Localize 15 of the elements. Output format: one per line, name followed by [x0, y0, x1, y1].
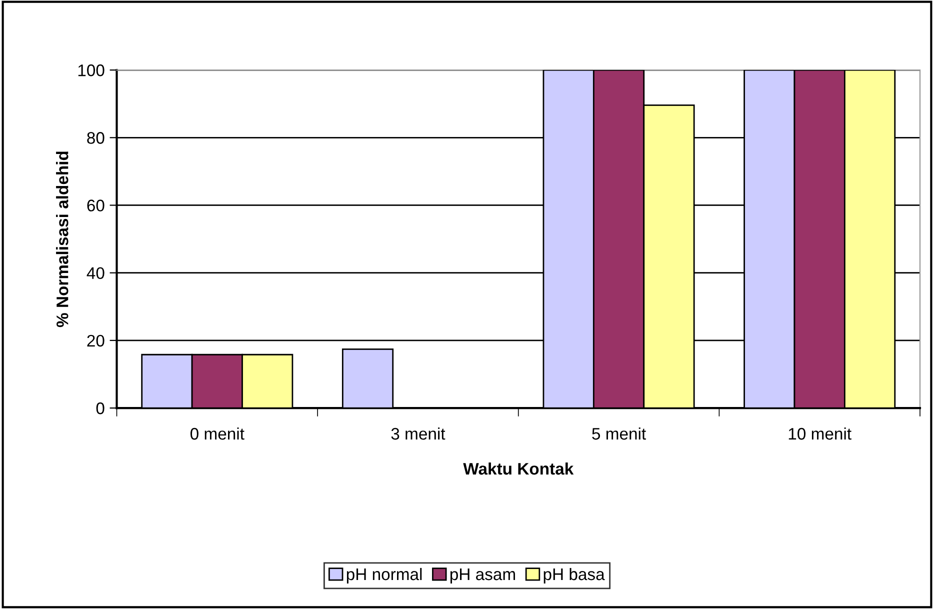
legend-label: pH asam [450, 568, 515, 584]
x-axis-title: Waktu Kontak [463, 462, 574, 475]
legend-label: pH basa [544, 568, 605, 584]
legend-label: pH normal [346, 568, 422, 584]
y-tick-label: 100 [78, 64, 104, 76]
y-tick-label: 60 [87, 200, 104, 212]
y-tick-label: 80 [87, 132, 104, 144]
x-tick-label: 3 menit [391, 427, 446, 440]
y-tick-label: 0 [96, 402, 104, 414]
y-tick-label: 40 [86, 267, 104, 280]
y-axis-title: % Normalisasi aldehid [56, 152, 68, 328]
y-tick-label: 20 [87, 334, 104, 347]
x-tick-label: 10 menit [788, 427, 852, 440]
x-tick-label: 5 menit [592, 427, 646, 440]
x-tick-label: 0 menit [190, 427, 244, 440]
